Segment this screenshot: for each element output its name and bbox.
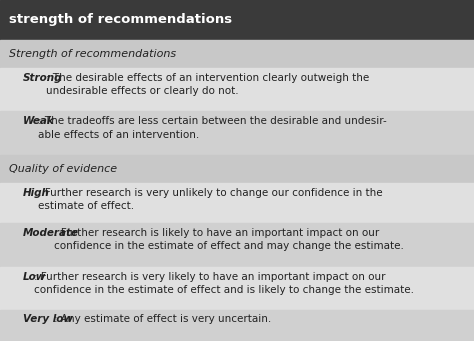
Text: High: High [23,188,50,197]
Text: : Further research is very likely to have an important impact on our
confidence : : Further research is very likely to hav… [35,272,414,295]
Bar [0,68,474,111]
Text: Moderate: Moderate [23,228,79,238]
Text: Low: Low [23,272,46,282]
Bar [0,310,474,341]
Bar [0,183,474,223]
Text: Very low: Very low [23,314,73,324]
Text: Weak: Weak [23,116,55,127]
Text: Strong: Strong [23,73,62,83]
Bar [0,111,474,155]
Bar [0,155,474,183]
Text: : Further research is very unlikely to change our confidence in the
estimate of : : Further research is very unlikely to c… [38,188,383,211]
Text: : The desirable effects of an intervention clearly outweigh the
undesirable effe: : The desirable effects of an interventi… [46,73,369,96]
Text: : The tradeoffs are less certain between the desirable and undesir-
able effects: : The tradeoffs are less certain between… [38,116,387,139]
Bar [0,223,474,267]
Text: strength of recommendations: strength of recommendations [9,13,232,26]
Bar [0,0,474,40]
Bar [0,267,474,310]
Bar [0,40,474,68]
Text: : Further research is likely to have an important impact on our
confidence in th: : Further research is likely to have an … [54,228,404,251]
Text: : Any estimate of effect is very uncertain.: : Any estimate of effect is very uncerta… [54,314,271,324]
Text: Strength of recommendations: Strength of recommendations [9,48,176,59]
Text: Quality of evidence: Quality of evidence [9,164,117,174]
